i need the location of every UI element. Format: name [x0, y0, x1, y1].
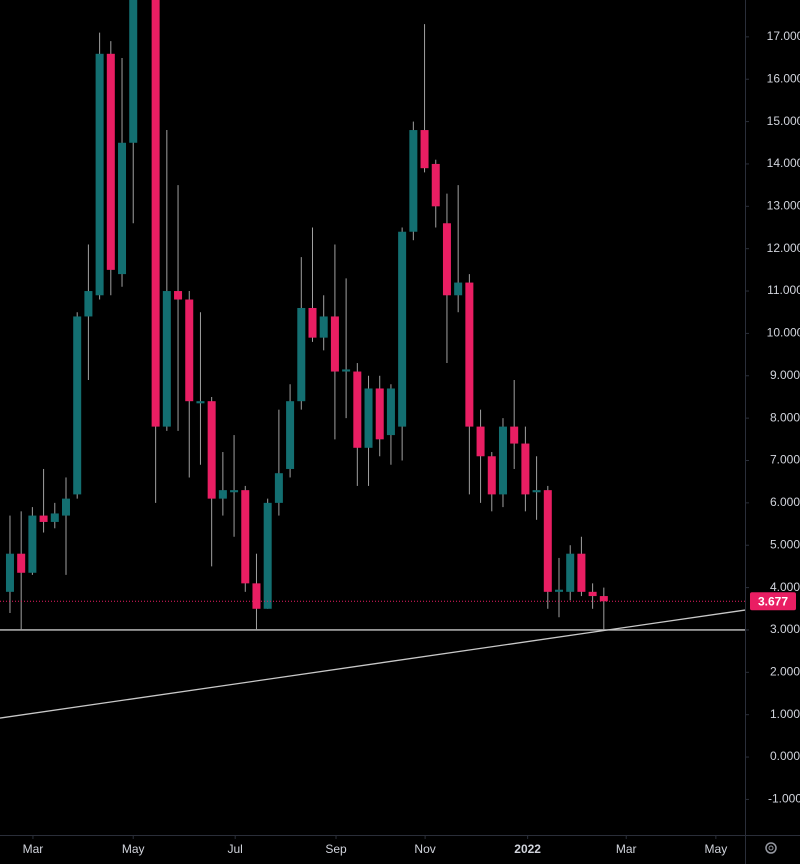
candle-body [162, 291, 171, 427]
candle-body [308, 307, 317, 338]
candle-body [252, 583, 261, 609]
candle-body [431, 163, 440, 207]
y-tick-label: 16.000 [767, 71, 800, 85]
candle-body [286, 401, 295, 469]
y-tick-label: 4.000 [770, 580, 800, 594]
candle-body [386, 388, 395, 436]
candle-body [476, 426, 485, 457]
candle-body [420, 130, 429, 169]
candle-body [342, 369, 351, 372]
y-tick-label: 11.000 [767, 283, 800, 297]
y-tick-label: 2.000 [770, 664, 800, 678]
candle-body [297, 307, 306, 402]
candle-body [263, 502, 272, 609]
gear-center [768, 845, 774, 851]
y-tick-label: 0.000 [770, 749, 800, 763]
candle-body [196, 401, 205, 404]
y-tick-label: 17.000 [767, 29, 800, 43]
gear [765, 842, 777, 854]
candle-body [555, 589, 564, 592]
candle-body [510, 426, 519, 444]
candle-body [5, 553, 14, 592]
candle-body [230, 490, 239, 493]
last-price-box [750, 592, 796, 611]
y-tick-label: 5.000 [770, 537, 800, 551]
candle-body [174, 291, 183, 300]
x-tick-label: Jul [228, 842, 243, 856]
candle-body [61, 498, 70, 516]
y-tick-label: 12.000 [767, 241, 800, 255]
candle-body [487, 456, 496, 495]
x-tick-label: Mar [23, 842, 44, 856]
y-tick-label: 9.000 [770, 368, 800, 382]
y-tick-label: -1.000 [768, 792, 800, 806]
candle-body [274, 473, 283, 503]
candle-body [353, 371, 362, 448]
candle-body [129, 0, 138, 143]
candle-body [588, 591, 597, 597]
candle-body [532, 490, 541, 493]
candle-body [28, 515, 37, 573]
x-tick-label: Sep [325, 842, 347, 856]
candle-body [151, 0, 160, 427]
y-tick-label: 3.000 [770, 622, 800, 636]
x-tick-label: Mar [616, 842, 637, 856]
candle-body [218, 490, 227, 499]
y-tick-label: 15.000 [767, 114, 800, 128]
settings-icon[interactable] [765, 842, 777, 854]
candle-body [375, 388, 384, 440]
candle-body [409, 130, 418, 232]
trend-line [0, 609, 746, 719]
x-tick-label: May [705, 842, 728, 856]
candle-body [330, 316, 339, 372]
y-tick-label: 10.000 [767, 326, 800, 340]
x-tick-label: 2022 [514, 842, 541, 856]
candle-body [319, 316, 328, 338]
candle-body [454, 282, 463, 296]
candle-body [577, 553, 586, 592]
candle-body [465, 282, 474, 427]
candle-body [241, 490, 250, 584]
candle-body [118, 142, 127, 275]
candle-body [521, 443, 530, 495]
candle-body [73, 316, 82, 495]
candle-body [95, 53, 104, 296]
x-tick-label: May [122, 842, 145, 856]
candle-body [498, 426, 507, 495]
y-tick-label: 6.000 [770, 495, 800, 509]
candle-body [599, 596, 608, 602]
y-tick-label: 14.000 [767, 156, 800, 170]
candle-body [543, 490, 552, 592]
y-tick-label: 1.000 [770, 707, 800, 721]
y-tick-label: 8.000 [770, 410, 800, 424]
candle-body [17, 553, 26, 573]
candle-body [566, 553, 575, 592]
y-tick-label: 13.000 [767, 198, 800, 212]
candle-body [398, 231, 407, 427]
x-tick-label: Nov [414, 842, 435, 856]
candle-body [106, 53, 115, 270]
last-price-label: 3.677 [758, 594, 788, 608]
y-tick-label: 7.000 [770, 453, 800, 467]
candle-body [442, 223, 451, 296]
candle-body [364, 388, 373, 448]
candle-body [207, 401, 216, 499]
candle-body [39, 515, 48, 522]
candle-body [84, 291, 93, 317]
candle-body [185, 299, 194, 402]
candle-body [50, 513, 59, 522]
